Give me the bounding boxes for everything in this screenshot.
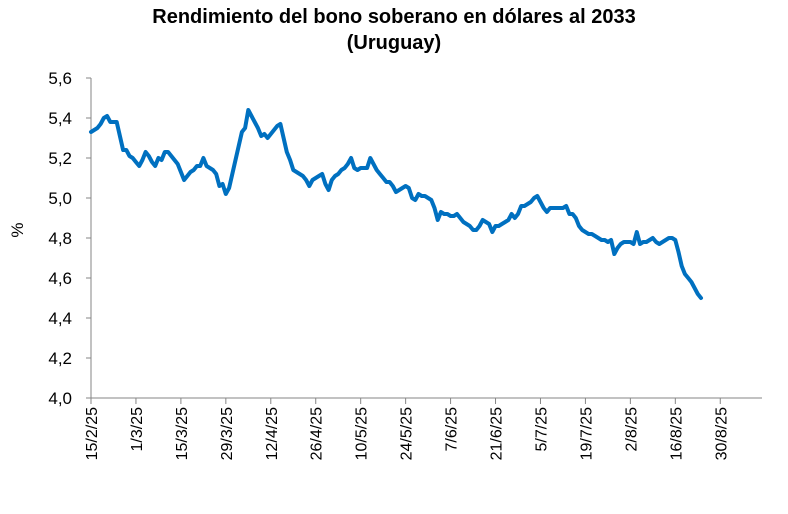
y-tick-label: 5,2 <box>48 149 72 168</box>
y-tick-label: 4,0 <box>48 389 72 408</box>
y-tick-label: 5,6 <box>48 69 72 88</box>
x-tick-label: 26/4/25 <box>309 407 326 460</box>
chart-title-line-2: (Uruguay) <box>346 32 442 54</box>
x-tick-label: 15/3/25 <box>174 407 191 460</box>
x-tick-label: 24/5/25 <box>399 407 416 460</box>
x-tick-label: 12/4/25 <box>264 407 281 460</box>
x-tick-label: 10/5/25 <box>354 407 371 460</box>
x-tick-label: 7/6/25 <box>444 407 461 452</box>
x-tick-label: 16/8/25 <box>668 407 685 460</box>
x-axis: 15/2/25 1/3/25 15/3/25 29/3/25 12/4/25 26/4/2… <box>84 397 762 460</box>
y-tick-label: 5,0 <box>48 189 72 208</box>
x-tick-label: 1/3/25 <box>129 407 146 452</box>
y-tick-label: 4,8 <box>48 229 72 248</box>
x-tick-label: 5/7/25 <box>533 407 550 452</box>
chart-title: Rendimiento del bono soberano en dólares… <box>0 4 788 56</box>
x-tick-label: 21/6/25 <box>489 407 506 460</box>
chart-title-line-1: Rendimiento del bono soberano en dólares… <box>152 6 636 28</box>
y-axis: 4,0 4,2 4,4 4,6 4,8 5,0 5,2 5,4 5,6 <box>48 69 92 408</box>
y-tick-label: 4,6 <box>48 269 72 288</box>
x-tick-label: 2/8/25 <box>623 407 640 452</box>
series-line <box>89 108 703 300</box>
series-layer <box>89 108 703 300</box>
x-tick-label: 29/3/25 <box>219 407 236 460</box>
y-tick-label: 4,2 <box>48 349 72 368</box>
x-tick-label: 30/8/25 <box>713 407 730 460</box>
y-tick-label: 5,4 <box>48 109 72 128</box>
y-tick-label: 4,4 <box>48 309 72 328</box>
y-axis-label: % <box>8 222 27 237</box>
x-tick-label: 19/7/25 <box>578 407 595 460</box>
x-tick-label: 15/2/25 <box>84 407 101 460</box>
